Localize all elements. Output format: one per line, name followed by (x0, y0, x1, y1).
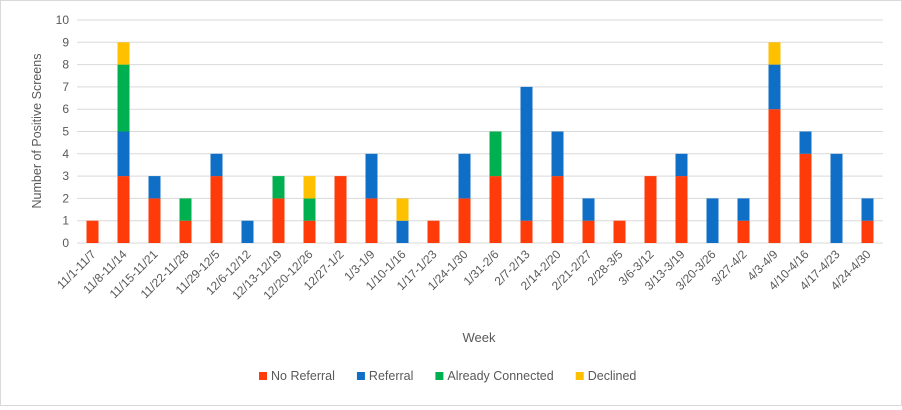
bar-segment (582, 220, 595, 243)
y-tick-label: 1 (62, 214, 69, 228)
y-tick-label: 6 (62, 102, 69, 116)
bar-segment (396, 220, 409, 243)
bar-segment (737, 198, 750, 221)
bar-segment (427, 220, 440, 243)
bar-segment (148, 198, 161, 243)
y-tick-label: 7 (62, 80, 69, 94)
bars (86, 42, 874, 243)
bar-segment (861, 198, 874, 221)
bar-segment (675, 153, 688, 177)
gridlines (77, 19, 883, 244)
bar-segment (179, 198, 192, 221)
bar-segment (551, 131, 564, 177)
y-tick-label: 2 (62, 191, 69, 205)
x-tick-label: 3/27-4/2 (709, 247, 750, 288)
bar-segment (613, 220, 626, 243)
bar-segment (551, 176, 564, 243)
bar-segment (799, 131, 812, 154)
bar-segment (520, 220, 533, 243)
bar-segment (117, 42, 130, 65)
bar-segment (179, 220, 192, 243)
bar-segment (117, 176, 130, 243)
y-tick-label: 3 (62, 169, 69, 183)
bar-segment (582, 198, 595, 221)
bar-segment (706, 198, 719, 243)
legend-swatch (356, 372, 365, 380)
bar-segment (210, 176, 223, 243)
legend-label: Referral (369, 369, 413, 383)
y-tick-label: 10 (56, 13, 70, 27)
bar-segment (489, 176, 502, 243)
bar-segment (241, 220, 254, 243)
bar-segment (272, 198, 285, 243)
y-tick-label: 0 (62, 236, 69, 250)
legend-label: Declined (588, 369, 637, 383)
bar-segment (303, 176, 316, 199)
bar-segment (489, 131, 502, 177)
bar-segment (520, 86, 533, 221)
legend-swatch (575, 372, 584, 380)
bar-segment (272, 176, 285, 199)
bar-segment (675, 176, 688, 243)
bar-segment (768, 109, 781, 243)
bar-segment (210, 153, 223, 177)
y-tick-label: 4 (62, 147, 69, 161)
bar-segment (365, 198, 378, 243)
bar-segment (861, 220, 874, 243)
bar-segment (396, 198, 409, 221)
bar-segment (303, 220, 316, 243)
legend: No Referral Referral Already Connected Decl… (259, 369, 636, 383)
bar-segment (117, 64, 130, 132)
bar-segment (303, 198, 316, 221)
y-axis-ticks: 0 1 2 3 4 5 6 7 8 9 10 (56, 13, 70, 250)
legend-swatch (435, 372, 444, 380)
bar-segment (737, 220, 750, 243)
bar-segment (117, 131, 130, 177)
bar-segment (799, 153, 812, 243)
legend-label: Already Connected (447, 369, 553, 383)
bar-segment (768, 42, 781, 65)
y-tick-label: 9 (62, 35, 69, 49)
bar-segment (148, 176, 161, 199)
y-tick-label: 8 (62, 58, 69, 72)
y-tick-label: 5 (62, 125, 69, 139)
bar-segment (365, 153, 378, 199)
x-axis-label: Week (463, 330, 496, 345)
bar-segment (768, 64, 781, 110)
bar-segment (334, 176, 347, 243)
bar-segment (86, 220, 99, 243)
bar-segment (458, 153, 471, 199)
legend-label: No Referral (271, 369, 335, 383)
legend-swatch (259, 372, 267, 380)
y-axis-label: Number of Positive Screens (30, 54, 44, 209)
bar-segment (458, 198, 471, 243)
bar-segment (830, 153, 843, 243)
x-axis-ticks: 11/1-11/711/8-11/1411/15-11/2111/22-11/2… (54, 247, 874, 302)
bar-segment (644, 176, 657, 243)
